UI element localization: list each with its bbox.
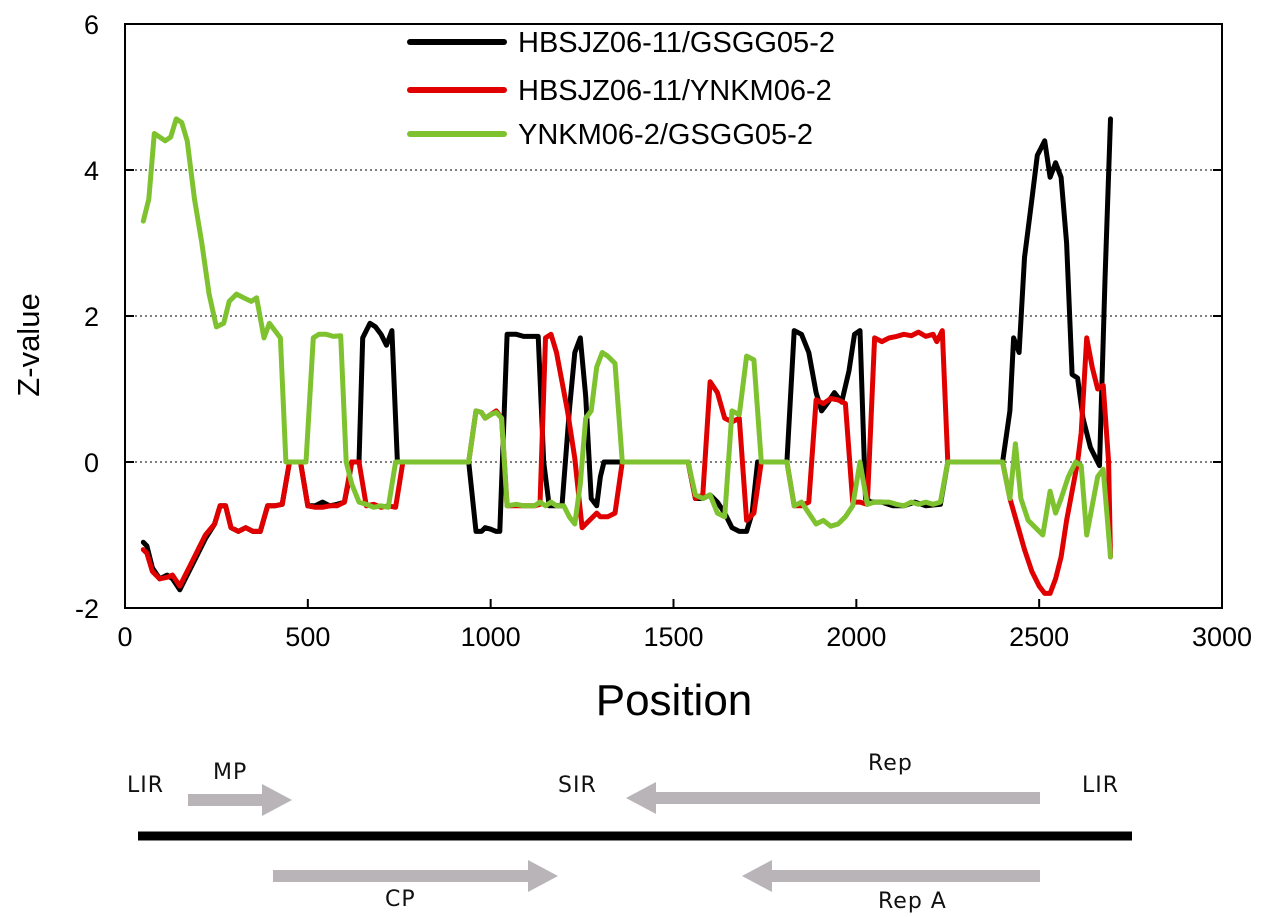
- x-tick-label-0: 0: [117, 622, 132, 652]
- y-tick-label-6: 6: [84, 10, 99, 40]
- rep-a-label: Rep A: [878, 889, 947, 914]
- x-tick-label-1000: 1000: [461, 622, 521, 652]
- x-tick-label-1500: 1500: [643, 622, 703, 652]
- x-axis-title: Position: [596, 676, 753, 725]
- cp-label: CP: [385, 887, 416, 912]
- x-tick-label-500: 500: [285, 622, 330, 652]
- plot-frame: [124, 23, 1223, 609]
- legend-entry-2: HBSJZ06-11/YNKM06-2: [518, 75, 832, 107]
- series-lines: [140, 116, 1113, 596]
- series-line-3: [140, 116, 1113, 560]
- rep-arrow: [626, 782, 1040, 814]
- y-tick-label-4: 4: [84, 156, 99, 186]
- y-tick-label--2: -2: [75, 594, 99, 624]
- legend-entry-3: YNKM06-2/GSGG05-2: [518, 119, 813, 151]
- y-tick-label-0: 0: [84, 448, 99, 478]
- x-tick-label-2500: 2500: [1009, 622, 1069, 652]
- x-tick-label-3000: 3000: [1192, 622, 1252, 652]
- y-tick-label-2: 2: [84, 302, 99, 332]
- genome-map: LIR MP SIR Rep LIR CP Rep A: [127, 751, 1132, 914]
- legend: HBSJZ06-11/GSGG05-2 HBSJZ06-11/YNKM06-2 YN…: [407, 27, 835, 151]
- series-line-1: [140, 116, 1113, 593]
- sir-label: SIR: [558, 773, 597, 798]
- lir-left-label: LIR: [127, 773, 164, 798]
- rep-label: Rep: [868, 751, 913, 776]
- legend-entry-1: HBSJZ06-11/GSGG05-2: [518, 27, 835, 59]
- y-axis-title: Z-value: [11, 293, 46, 396]
- mp-label: MP: [213, 760, 247, 785]
- lir-right-label: LIR: [1082, 773, 1119, 798]
- x-tick-label-2000: 2000: [826, 622, 886, 652]
- gridlines: [125, 169, 1222, 463]
- mp-arrow: [188, 784, 292, 816]
- rep-a-arrow: [742, 860, 1040, 892]
- axis-ticks: 0 500 1000 1500 2000 2500 3000 -2 0 2 4 6: [75, 10, 1252, 652]
- cp-arrow: [273, 860, 558, 892]
